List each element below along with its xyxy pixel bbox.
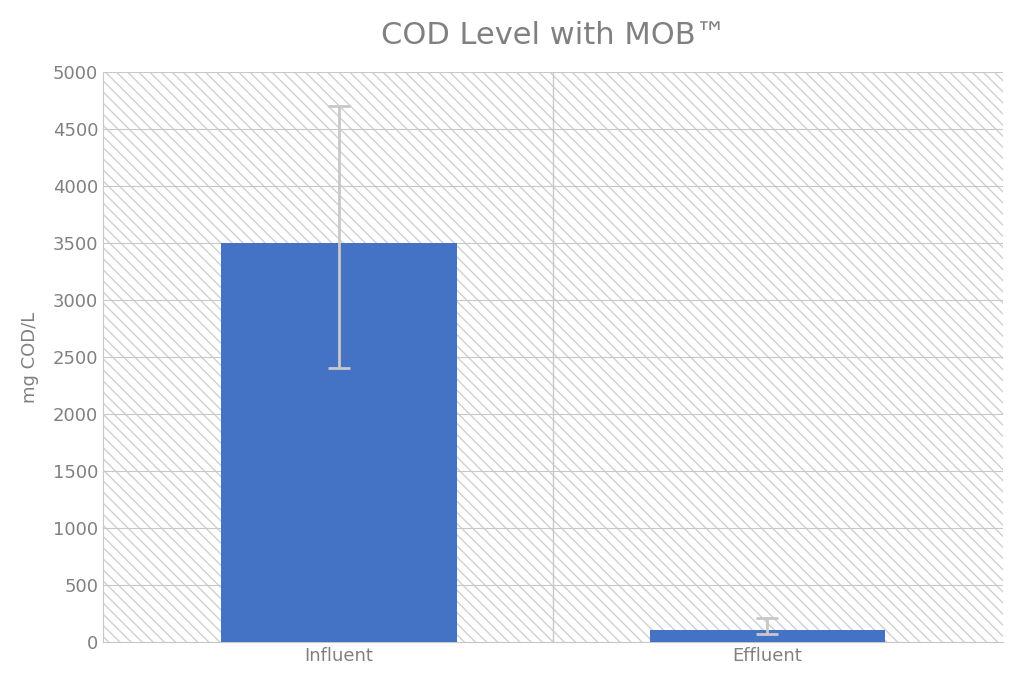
Bar — [649, 630, 886, 642]
Y-axis label: mg COD/L: mg COD/L — [20, 311, 39, 403]
Title: COD Level with MOB™: COD Level with MOB™ — [381, 21, 726, 50]
Bar — [221, 243, 457, 642]
